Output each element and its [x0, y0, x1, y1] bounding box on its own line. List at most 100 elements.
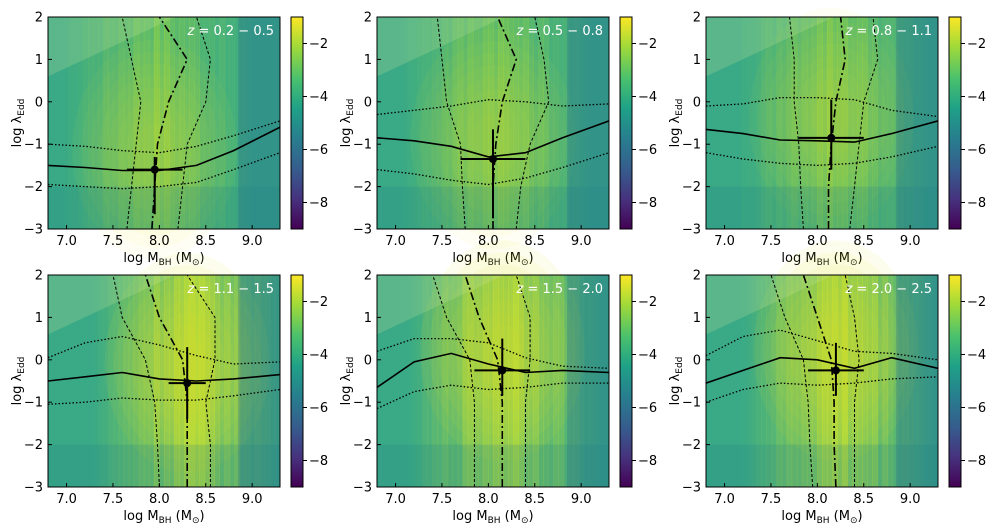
colorbar: −2 −4 −6 −8 [619, 274, 657, 488]
y-tick-label: −2 [24, 438, 43, 453]
x-tick-label: 7.5 [761, 234, 782, 249]
median-mbh-curve [144, 275, 188, 487]
panel-title: z = 0.5 − 0.8 [516, 24, 604, 39]
lambda-upper-curve [706, 329, 938, 361]
median-lambda-curve [377, 352, 609, 389]
x-tick-label: 7.5 [432, 492, 453, 507]
x-tick-label: 9.0 [571, 492, 592, 507]
x-axis-label: log MBH (M⊙) [781, 509, 862, 526]
colorbar-tick-label: −8 [309, 454, 328, 469]
panel-title: z = 1.1 − 1.5 [187, 282, 275, 297]
x-axis-label: log MBH (M⊙) [452, 509, 533, 526]
x-tick-label: 8.5 [853, 492, 874, 507]
y-tick-label: 2 [35, 269, 43, 284]
x-tick-label: 7.0 [714, 234, 735, 249]
x-tick-label: 7.5 [103, 234, 124, 249]
y-tick-label: −3 [24, 223, 43, 238]
colorbar-tick-label: −8 [309, 196, 328, 211]
colorbar-tick-label: −4 [309, 348, 328, 363]
colorbar-tick-label: −8 [638, 454, 657, 469]
median-lambda-curve [706, 120, 938, 143]
mbh-lower-curve [436, 17, 466, 229]
lambda-upper-curve [48, 335, 280, 365]
x-tick-label: 9.0 [900, 492, 921, 507]
x-axis-label: log MBH (M⊙) [123, 509, 204, 526]
y-tick-label: −1 [682, 138, 701, 153]
colorbar: −2 −4 −6 −8 [948, 16, 986, 230]
y-axis-label: log λEdd [339, 357, 356, 406]
colorbar-tick-label: −6 [638, 401, 657, 416]
colorbar: −2 −4 −6 −8 [290, 16, 328, 230]
median-mbh-curve [802, 275, 837, 487]
data-point [798, 99, 864, 170]
x-tick-label: 8.0 [478, 492, 499, 507]
curves [48, 275, 280, 487]
y-tick-label: 2 [364, 11, 372, 26]
heatmap-field [48, 17, 280, 260]
x-tick-label: 8.5 [195, 492, 216, 507]
x-tick-label: 8.0 [807, 492, 828, 507]
colorbar-tick-label: −2 [638, 295, 657, 310]
colorbar-tick-label: −4 [638, 90, 657, 105]
y-tick-label: −2 [682, 180, 701, 195]
x-tick-label: 8.5 [524, 492, 545, 507]
y-tick-label: −2 [682, 438, 701, 453]
mbh-upper-curve [515, 17, 550, 229]
panel-title: z = 2.0 − 2.5 [845, 282, 933, 297]
colorbar-tick-label: −4 [967, 90, 986, 105]
colorbar-tick-label: −6 [967, 401, 986, 416]
y-tick-label: 1 [364, 311, 372, 326]
x-tick-label: 9.0 [242, 234, 263, 249]
x-tick-label: 9.0 [900, 234, 921, 249]
panel-3: z = 0.8 − 1.1 7.0 7.5 8.0 8.5 9.0 −3 −2 −1 0 1 2 log… [668, 7, 986, 268]
x-tick-label: 7.0 [56, 492, 77, 507]
y-axis-label: log λEdd [339, 99, 356, 148]
y-tick-label: −2 [353, 180, 372, 195]
x-tick-label: 7.0 [56, 234, 77, 249]
colorbar-tick-label: −2 [309, 295, 328, 310]
y-tick-label: −1 [682, 396, 701, 411]
x-tick-label: 7.5 [103, 492, 124, 507]
panel-title: z = 0.8 − 1.1 [845, 24, 933, 39]
y-axis-label: log λEdd [10, 357, 27, 406]
x-axis-label: log MBH (M⊙) [452, 251, 533, 268]
x-axis-label: log MBH (M⊙) [781, 251, 862, 268]
x-tick-label: 9.0 [242, 492, 263, 507]
y-tick-label: −1 [24, 396, 43, 411]
panel-title: z = 1.5 − 2.0 [516, 282, 604, 297]
y-axis-label: log λEdd [668, 357, 685, 406]
panel-1: z = 0.2 − 0.5 7.0 7.5 8.0 8.5 9.0 −3 −2 −1 0 1 2 log… [10, 11, 328, 269]
y-tick-label: 1 [693, 53, 701, 68]
x-tick-label: 7.5 [432, 234, 453, 249]
panel-2: z = 0.5 − 0.8 7.0 7.5 8.0 8.5 9.0 −3 −2 −1 0 1 2 log… [339, 11, 657, 269]
colorbar-tick-label: −8 [967, 196, 986, 211]
lambda-upper-curve [377, 337, 609, 369]
panel-4: z = 1.1 − 1.5 7.0 7.5 8.0 8.5 9.0 −3 −2 −1 0 1 2 log… [10, 253, 328, 526]
mbh-upper-curve [186, 275, 216, 487]
colorbar-tick-label: −2 [309, 37, 328, 52]
point-marker [489, 155, 497, 164]
heatmap-field [706, 7, 938, 229]
y-tick-label: 1 [35, 53, 43, 68]
y-tick-label: 0 [35, 353, 43, 368]
colorbar-tick-label: −2 [638, 37, 657, 52]
colorbar-tick-label: −4 [638, 348, 657, 363]
colorbar-tick-label: −4 [967, 348, 986, 363]
point-marker [831, 366, 840, 375]
x-tick-label: 8.0 [149, 234, 170, 249]
y-axis-label: log λEdd [10, 99, 27, 148]
colorbar-tick-label: −8 [967, 454, 986, 469]
x-tick-label: 8.5 [195, 234, 216, 249]
heatmap-field [706, 240, 938, 487]
lambda-upper-curve [377, 99, 609, 116]
data-point [808, 342, 864, 396]
point-marker [183, 379, 192, 388]
x-tick-label: 7.0 [385, 492, 406, 507]
y-tick-label: −3 [353, 223, 372, 238]
data-point [460, 129, 526, 219]
lambda-lower-curve [377, 382, 609, 410]
median-mbh-curve [464, 275, 504, 487]
colorbar-tick-label: −6 [309, 143, 328, 158]
median-lambda-curve [48, 371, 280, 382]
